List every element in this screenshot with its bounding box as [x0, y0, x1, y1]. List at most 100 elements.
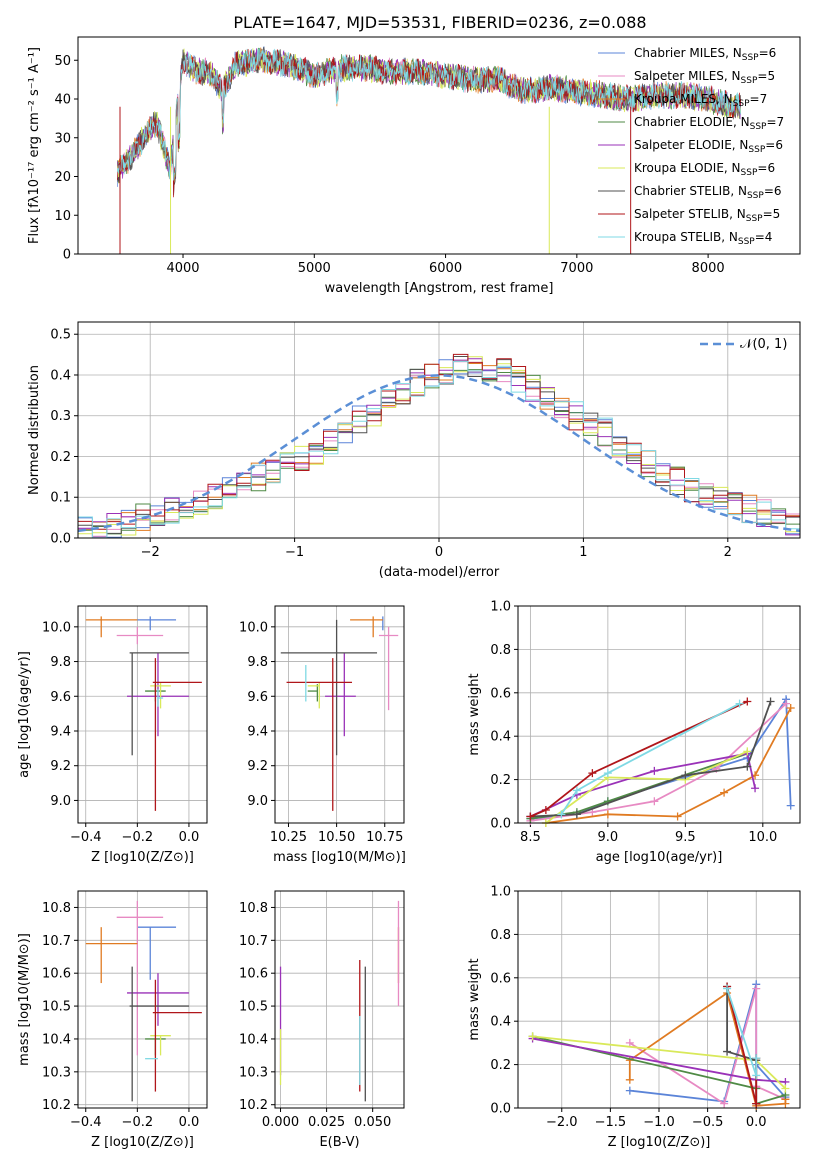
legend-label: Salpeter MILES, NSSP=5: [634, 69, 775, 86]
y-tick-label: 9.8: [247, 655, 268, 670]
y-tick-label: 0.1: [50, 491, 71, 506]
x-tick-label: 9.0: [598, 830, 619, 845]
x-tick-label: −0.4: [70, 1115, 102, 1130]
y-tick-label: 10.0: [239, 620, 268, 635]
y-tick-label: 0.6: [490, 686, 511, 701]
series-marker: [625, 1038, 634, 1047]
y-tick-label: 10.4: [42, 1032, 71, 1047]
y-tick-label: 0.8: [490, 643, 511, 658]
y-tick-label: 10.7: [239, 934, 268, 949]
x-tick-label: 8000: [692, 261, 725, 276]
series-line: [530, 752, 748, 820]
y-tick-label: 9.2: [50, 759, 71, 774]
series-marker: [735, 699, 744, 708]
series-marker: [752, 984, 761, 993]
histogram-step: [78, 360, 800, 539]
y-axis-label: Normed distribution: [27, 365, 42, 495]
series-marker: [528, 1032, 537, 1041]
x-axis-label: mass [log10(M/M⊙)]: [273, 850, 406, 865]
figure-title: PLATE=1647, MJD=53531, FIBERID=0236, z=0…: [233, 13, 646, 32]
mass-vs-ebv-panel: [271, 890, 405, 1112]
series-marker: [603, 769, 612, 778]
x-tick-label: 10.0: [748, 830, 777, 845]
mass-weight-vs-age-panel: [514, 605, 801, 827]
y-tick-label: 10.6: [239, 967, 268, 982]
x-tick-label: 4000: [166, 261, 199, 276]
y-tick-label: 9.6: [247, 690, 268, 705]
series-marker: [786, 801, 795, 810]
y-tick-label: 0.5: [50, 328, 71, 343]
series-marker: [603, 810, 612, 819]
x-tick-label: −2: [141, 545, 160, 560]
spectrum-panel: [74, 36, 801, 258]
series-marker: [526, 812, 535, 821]
series-line: [545, 707, 792, 824]
x-axis-label: (data-model)/error: [379, 565, 500, 580]
y-tick-label: 0.4: [490, 730, 511, 745]
y-tick-label: 0.2: [50, 450, 71, 465]
x-tick-label: 9.5: [675, 830, 696, 845]
legend-label: Salpeter ELODIE, NSSP=6: [634, 138, 783, 155]
legend-label: Chabrier STELIB, NSSP=6: [634, 184, 782, 201]
y-tick-label: 10.3: [42, 1065, 71, 1080]
x-tick-label: −1: [285, 545, 304, 560]
series-marker: [781, 1084, 790, 1093]
axes-frame: [274, 605, 405, 824]
x-tick-label: 10.75: [366, 830, 403, 845]
legend-label: Salpeter STELIB, NSSP=5: [634, 207, 780, 224]
x-axis-label: wavelength [Angstrom, rest frame]: [325, 281, 554, 296]
axes-frame: [77, 890, 208, 1109]
y-tick-label: 10.3: [239, 1065, 268, 1080]
axes-frame: [517, 605, 801, 824]
y-tick-label: 10.8: [239, 901, 268, 916]
y-axis-label: mass weight: [467, 673, 482, 755]
y-tick-label: 9.4: [247, 724, 268, 739]
y-tick-label: 1.0: [490, 885, 511, 900]
y-tick-label: 10.6: [42, 967, 71, 982]
series-marker: [782, 699, 791, 708]
series-marker: [572, 786, 581, 795]
x-tick-label: −0.5: [692, 1115, 724, 1130]
y-tick-label: 50: [54, 54, 71, 69]
y-axis-label: mass [log10(M/M⊙)]: [17, 933, 32, 1066]
y-tick-label: 9.6: [50, 690, 71, 705]
axes-frame: [77, 321, 801, 539]
y-tick-label: 40: [54, 93, 71, 108]
legend-label: Kroupa ELODIE, NSSP=6: [634, 161, 775, 178]
x-tick-label: 5000: [298, 261, 331, 276]
x-tick-label: −2.0: [546, 1115, 578, 1130]
series-marker: [625, 1075, 634, 1084]
series-marker: [752, 1099, 761, 1108]
y-tick-label: 10.2: [42, 1098, 71, 1113]
series-marker: [723, 984, 732, 993]
series-marker: [752, 1071, 761, 1080]
x-tick-label: 2: [724, 545, 732, 560]
y-tick-label: 1.0: [490, 600, 511, 615]
axes-frame: [274, 890, 405, 1109]
series-marker: [650, 797, 659, 806]
x-tick-label: 10.50: [318, 830, 355, 845]
series-marker: [572, 810, 581, 819]
y-tick-label: 9.8: [50, 655, 71, 670]
series-marker: [723, 1047, 732, 1056]
series-marker: [673, 812, 682, 821]
series-marker: [743, 747, 752, 756]
y-tick-label: 9.2: [247, 759, 268, 774]
mass-vs-z-panel: [74, 890, 208, 1112]
legend-label: Kroupa STELIB, NSSP=4: [634, 230, 772, 247]
y-tick-label: 10.5: [42, 1000, 71, 1015]
y-axis-label: age [log10(age/yr)]: [17, 651, 32, 778]
y-tick-label: 0.6: [490, 971, 511, 986]
series-line: [530, 700, 748, 818]
y-tick-label: 10.2: [239, 1098, 268, 1113]
x-axis-label: age [log10(age/yr)]: [596, 850, 723, 865]
x-tick-label: 10.25: [270, 830, 307, 845]
series-marker: [766, 697, 775, 706]
histogram-step: [78, 353, 800, 530]
x-tick-label: 0.000: [262, 1115, 299, 1130]
series-marker: [752, 1054, 761, 1063]
x-tick-label: 0.050: [354, 1115, 391, 1130]
y-tick-label: 9.4: [50, 724, 71, 739]
x-axis-label: Z [log10(Z/Z⊙)]: [91, 1135, 194, 1150]
x-axis-label: E(B-V): [319, 1135, 359, 1150]
